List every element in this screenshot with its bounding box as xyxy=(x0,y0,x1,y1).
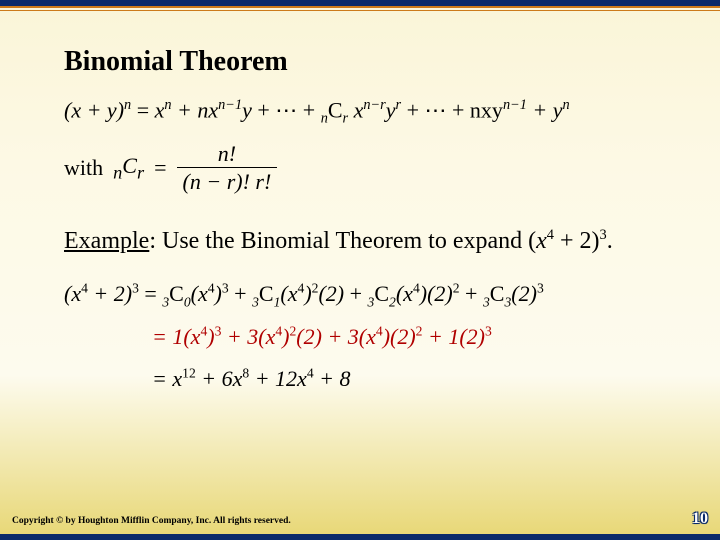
t: (x xyxy=(396,281,413,306)
e: 4 xyxy=(81,281,88,296)
t: )(2) xyxy=(383,324,416,349)
e: 3 xyxy=(222,281,229,296)
solution-row-2: = 1(x4)3 + 3(x4)2(2) + 3(x4)(2)2 + 1(2)3 xyxy=(64,316,680,358)
exp: 4 xyxy=(547,227,554,243)
t: = x xyxy=(152,366,182,391)
e: 4 xyxy=(307,365,314,380)
example-text: : Use the Binomial Theorem to expand ( xyxy=(149,228,536,254)
numerator: n! xyxy=(212,142,242,167)
exp: n−r xyxy=(363,97,385,113)
sub: n xyxy=(113,162,122,182)
page-number: 10 xyxy=(692,510,708,528)
t: ) xyxy=(304,281,311,306)
solution-row-1: (x4 + 2)3 = 3C0(x4)3 + 3C1(x4)2(2) + 3C2… xyxy=(64,273,680,315)
exp: n−1 xyxy=(218,97,242,113)
e: 3 xyxy=(132,281,139,296)
exp: n xyxy=(124,97,131,113)
solution-row-3: = x12 + 6x8 + 12x4 + 8 xyxy=(64,358,680,400)
accent-line xyxy=(0,6,720,8)
exp: r xyxy=(396,97,402,113)
c: C xyxy=(259,281,274,306)
c: C xyxy=(122,153,137,178)
t: + 3(x xyxy=(322,324,376,349)
accent-line xyxy=(0,10,720,11)
t: ) xyxy=(215,281,222,306)
p: + xyxy=(344,281,367,306)
slide: Binomial Theorem (x + y)n = xn + nxn−1y … xyxy=(0,0,720,540)
t: (2) xyxy=(318,281,344,306)
exp: 3 xyxy=(600,227,607,243)
ncr-symbol: nCr xyxy=(113,153,144,183)
footer: Copyright © by Houghton Mifflin Company,… xyxy=(12,510,708,526)
worked-solution: (x4 + 2)3 = 3C0(x4)3 + 3C1(x4)2(2) + 3C2… xyxy=(64,273,680,399)
page-title: Binomial Theorem xyxy=(64,46,680,78)
e: 2 xyxy=(453,281,460,296)
binomial-expansion-formula: (x + y)n = xn + nxn−1y + ⋯ + nCr xn−ryr … xyxy=(64,96,680,128)
t: (x xyxy=(280,281,297,306)
text: + 2) xyxy=(554,228,600,254)
sub: r xyxy=(137,162,144,182)
term: y xyxy=(242,97,252,122)
e: 3 xyxy=(485,323,492,338)
denominator: (n − r)! r! xyxy=(177,167,278,193)
t: + 12x xyxy=(249,366,307,391)
term: + nx xyxy=(177,97,218,122)
t: + 2) xyxy=(88,281,132,306)
s: 3 xyxy=(252,295,259,310)
e: 3 xyxy=(537,281,544,296)
term: + y xyxy=(532,97,562,122)
e: 4 xyxy=(208,281,215,296)
s: 0 xyxy=(184,295,191,310)
term: x xyxy=(354,97,364,122)
exp: n−1 xyxy=(503,97,527,113)
ncr-definition: with nCr = n! (n − r)! r! xyxy=(64,142,680,193)
with-label: with xyxy=(64,155,103,181)
ncr: C xyxy=(328,97,343,122)
term: y xyxy=(386,97,396,122)
ellipsis: + ⋯ + xyxy=(257,97,320,122)
t: + 1(2) xyxy=(422,324,485,349)
t: )(2) xyxy=(420,281,453,306)
exp: n xyxy=(164,97,171,113)
p: + xyxy=(460,281,483,306)
e: 4 xyxy=(413,281,420,296)
c: C xyxy=(169,281,184,306)
copyright-text: Copyright © by Houghton Mifflin Company,… xyxy=(12,516,291,526)
var: x xyxy=(536,228,547,254)
t: (x xyxy=(64,281,81,306)
eq: = xyxy=(137,97,155,122)
sub: n xyxy=(321,111,328,127)
eq: = xyxy=(139,281,162,306)
c: C xyxy=(490,281,505,306)
e: 12 xyxy=(182,365,196,380)
content-area: Binomial Theorem (x + y)n = xn + nxn−1y … xyxy=(64,46,680,399)
text: . xyxy=(607,228,613,254)
t: (x xyxy=(191,281,208,306)
e: 4 xyxy=(376,323,383,338)
t: + 6x xyxy=(196,366,243,391)
s: 3 xyxy=(483,295,490,310)
t: (2) xyxy=(296,324,322,349)
t: (2) xyxy=(511,281,537,306)
p: + xyxy=(229,281,252,306)
sub: r xyxy=(343,111,349,127)
t: + 3(x xyxy=(221,324,275,349)
eq: = xyxy=(154,155,166,181)
term: + ⋯ + nxy xyxy=(407,97,503,122)
example-label: Example xyxy=(64,228,149,254)
lhs: (x + y) xyxy=(64,97,124,122)
c: C xyxy=(374,281,389,306)
example-prompt: Example: Use the Binomial Theorem to exp… xyxy=(64,227,680,255)
term: x xyxy=(155,97,165,122)
fraction: n! (n − r)! r! xyxy=(177,142,278,193)
exp: n xyxy=(563,97,570,113)
t: + 8 xyxy=(314,366,351,391)
t: = 1(x xyxy=(152,324,200,349)
s: 2 xyxy=(389,295,396,310)
t: ) xyxy=(207,324,214,349)
